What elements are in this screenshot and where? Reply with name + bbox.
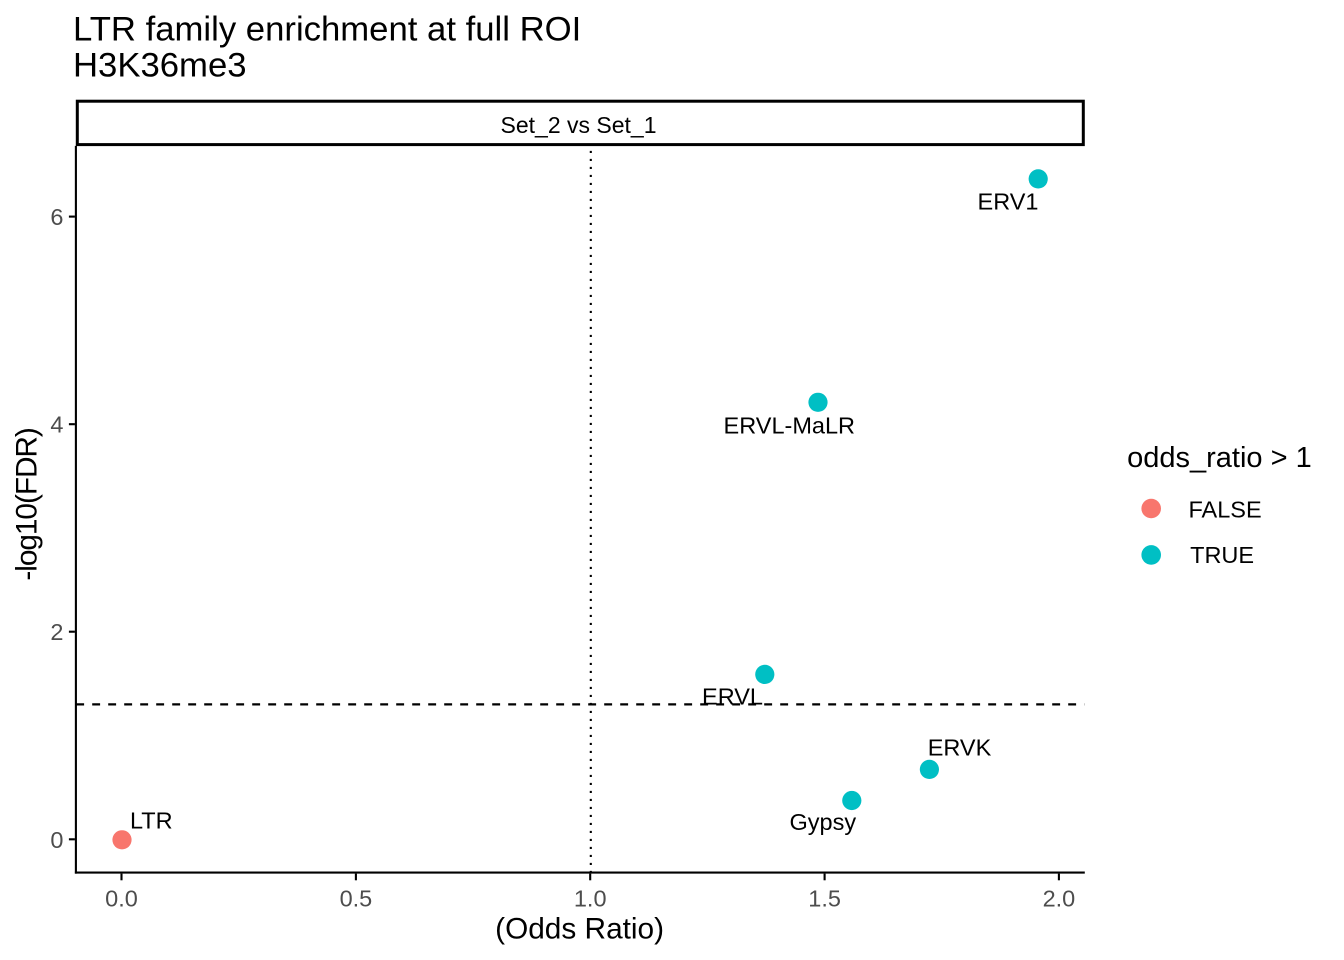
svg-text:1.5: 1.5: [808, 886, 841, 912]
svg-text:-log10(FDR): -log10(FDR): [11, 428, 44, 580]
svg-text:ERVL: ERVL: [702, 684, 763, 710]
svg-text:0.0: 0.0: [105, 886, 138, 912]
svg-text:TRUE: TRUE: [1190, 542, 1254, 568]
svg-text:ERVK: ERVK: [928, 735, 992, 761]
svg-text:0.5: 0.5: [340, 886, 373, 912]
svg-text:Gypsy: Gypsy: [789, 809, 856, 835]
svg-text:LTR: LTR: [130, 808, 173, 834]
svg-text:ERVL-MaLR: ERVL-MaLR: [724, 412, 855, 438]
svg-text:LTR family enrichment at full: LTR family enrichment at full ROI: [73, 11, 581, 49]
svg-text:2: 2: [50, 619, 63, 645]
svg-text:FALSE: FALSE: [1189, 496, 1262, 522]
svg-text:odds_ratio > 1: odds_ratio > 1: [1127, 442, 1312, 474]
svg-text:0: 0: [50, 827, 63, 853]
svg-text:(Odds Ratio): (Odds Ratio): [495, 912, 664, 945]
svg-text:2.0: 2.0: [1043, 886, 1076, 912]
svg-text:Set_2 vs Set_1: Set_2 vs Set_1: [501, 112, 657, 138]
svg-text:H3K36me3: H3K36me3: [73, 46, 247, 84]
svg-text:6: 6: [50, 204, 63, 230]
svg-text:1.0: 1.0: [574, 886, 607, 912]
svg-text:4: 4: [50, 412, 63, 438]
svg-text:ERV1: ERV1: [978, 189, 1039, 215]
